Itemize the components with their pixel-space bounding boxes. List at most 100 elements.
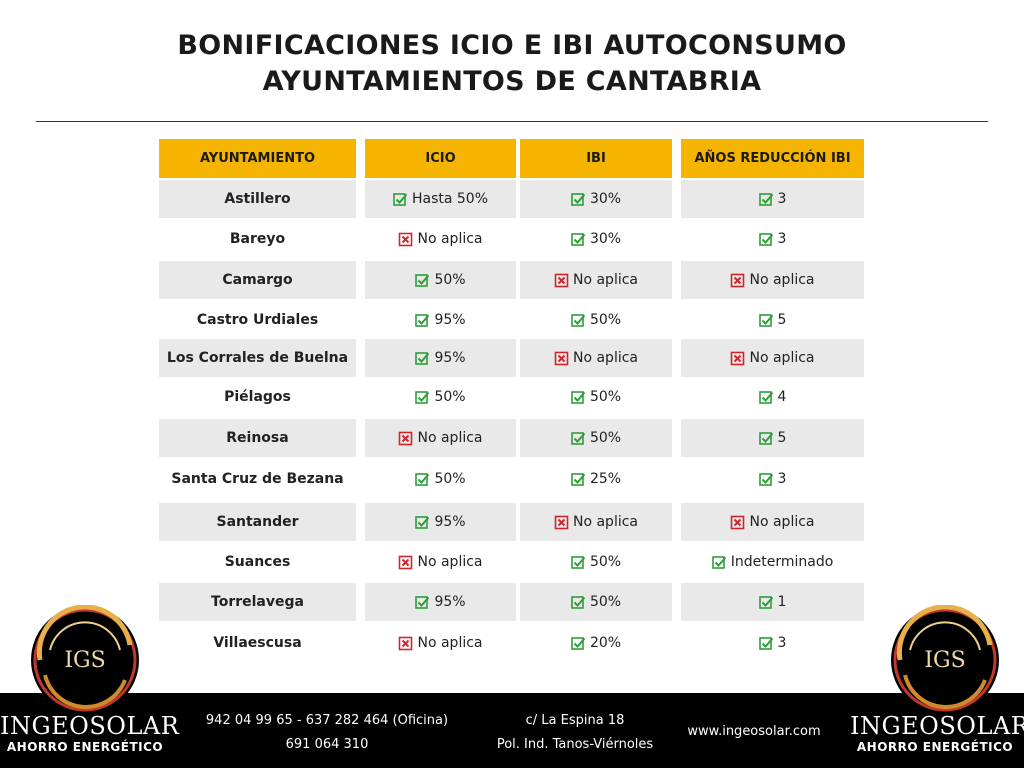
check-box-icon: [415, 595, 430, 610]
header-icio: ICIO: [365, 139, 516, 178]
check-box-icon: [758, 636, 774, 651]
ibi-cell: 20%: [520, 624, 672, 662]
icio-cell: 95%: [365, 339, 516, 377]
town-cell: Los Corrales de Buelna: [159, 339, 356, 377]
header-anos-reduccion-ibi: AÑOS REDUCCIÓN IBI: [681, 139, 864, 178]
check-box-icon: [571, 636, 586, 651]
town-cell: Torrelavega: [159, 583, 356, 621]
icio-value: 95%: [434, 350, 466, 366]
icio-value: 95%: [434, 312, 466, 328]
ibi-cell: 30%: [520, 220, 672, 258]
years-cell: No aplica: [681, 339, 864, 377]
icio-value: No aplica: [417, 231, 483, 247]
ibi-value: 25%: [589, 471, 622, 487]
icio-cell: No aplica: [365, 543, 516, 581]
years-value: 3: [777, 231, 787, 247]
ibi-value: No aplica: [572, 350, 638, 366]
footer-phones: 942 04 99 65 - 637 282 464 (Oficina): [205, 713, 449, 728]
icio-value: No aplica: [417, 635, 483, 651]
icio-cell: 50%: [365, 378, 516, 416]
logo-right-icon: IGS: [891, 605, 999, 714]
town-cell: Camargo: [159, 261, 356, 299]
check-box-icon: [415, 273, 430, 288]
years-cell: 3: [681, 220, 864, 258]
check-box-icon: [571, 313, 586, 328]
icio-value: 50%: [434, 389, 466, 405]
brand-right: INGEOSOLAR AHORRO ENERGÉTICO: [850, 712, 1024, 754]
ibi-value: 50%: [589, 389, 622, 405]
check-box-icon: [571, 555, 586, 570]
icio-cell: 95%: [365, 583, 516, 621]
check-box-icon: [415, 472, 430, 487]
cross-box-icon: [398, 636, 413, 651]
page-title-line2: AYUNTAMIENTOS DE CANTABRIA: [262, 66, 762, 97]
logo-right-mark: IGS: [924, 648, 965, 673]
town-cell: Santa Cruz de Bezana: [171, 471, 344, 487]
town-cell: Castro Urdiales: [196, 312, 319, 328]
years-value: 3: [777, 635, 787, 651]
years-value: 4: [777, 389, 787, 405]
check-box-icon: [758, 390, 774, 405]
ibi-cell: No aplica: [520, 339, 672, 377]
icio-value: 50%: [434, 471, 466, 487]
ibi-value: 20%: [589, 635, 622, 651]
cross-box-icon: [554, 273, 569, 288]
town-cell: Piélagos: [224, 389, 291, 405]
brand-right-name: INGEOSOLAR: [850, 712, 1024, 740]
brand-left-tagline: AHORRO ENERGÉTICO: [6, 740, 164, 754]
check-box-icon: [758, 431, 774, 446]
cross-box-icon: [398, 555, 413, 570]
ibi-value: No aplica: [572, 272, 638, 288]
ibi-cell: 25%: [520, 460, 672, 498]
icio-cell: No aplica: [365, 220, 516, 258]
icio-value: 95%: [434, 514, 466, 530]
icio-value: No aplica: [417, 430, 483, 446]
check-box-icon: [415, 515, 430, 530]
page-title-line1: BONIFICACIONES ICIO E IBI AUTOCONSUMO: [177, 30, 847, 61]
town-cell: Suances: [224, 554, 291, 570]
years-cell: Indeterminado: [681, 543, 864, 581]
years-value: 3: [777, 191, 787, 207]
years-cell: 3: [681, 460, 864, 498]
icio-value: No aplica: [417, 554, 483, 570]
title-divider: [36, 121, 988, 122]
check-box-icon: [711, 555, 727, 570]
years-cell: 5: [681, 419, 864, 457]
icio-value: 95%: [434, 594, 466, 610]
header-ibi: IBI: [520, 139, 672, 178]
check-box-icon: [415, 313, 430, 328]
ibi-cell: 50%: [520, 543, 672, 581]
years-value: 3: [777, 471, 787, 487]
years-value: No aplica: [749, 350, 815, 366]
years-cell: 3: [681, 624, 864, 662]
icio-cell: No aplica: [365, 419, 516, 457]
ibi-cell: 50%: [520, 378, 672, 416]
ibi-value: 50%: [589, 312, 622, 328]
ibi-value: 50%: [589, 594, 622, 610]
years-value: Indeterminado: [730, 554, 834, 570]
town-cell: Santander: [159, 503, 356, 541]
ibi-value: No aplica: [572, 514, 638, 530]
check-box-icon: [758, 472, 774, 487]
logo-left-mark: IGS: [64, 648, 105, 673]
ibi-value: 50%: [589, 430, 622, 446]
cross-box-icon: [554, 515, 569, 530]
footer-website-link[interactable]: www.ingeosolar.com: [687, 724, 821, 739]
ibi-cell: No aplica: [520, 261, 672, 299]
check-box-icon: [571, 390, 586, 405]
brand-right-tagline: AHORRO ENERGÉTICO: [856, 740, 1014, 754]
town-cell: Reinosa: [159, 419, 356, 457]
town-cell: Astillero: [159, 180, 356, 218]
ibi-cell: No aplica: [520, 503, 672, 541]
cross-box-icon: [398, 431, 413, 446]
years-cell: No aplica: [681, 261, 864, 299]
check-box-icon: [571, 431, 586, 446]
cross-box-icon: [398, 232, 413, 247]
check-box-icon: [571, 192, 586, 207]
icio-cell: 95%: [365, 503, 516, 541]
icio-cell: 50%: [365, 460, 516, 498]
check-box-icon: [758, 595, 774, 610]
years-cell: 3: [681, 180, 864, 218]
check-box-icon: [571, 472, 586, 487]
years-cell: 4: [681, 378, 864, 416]
